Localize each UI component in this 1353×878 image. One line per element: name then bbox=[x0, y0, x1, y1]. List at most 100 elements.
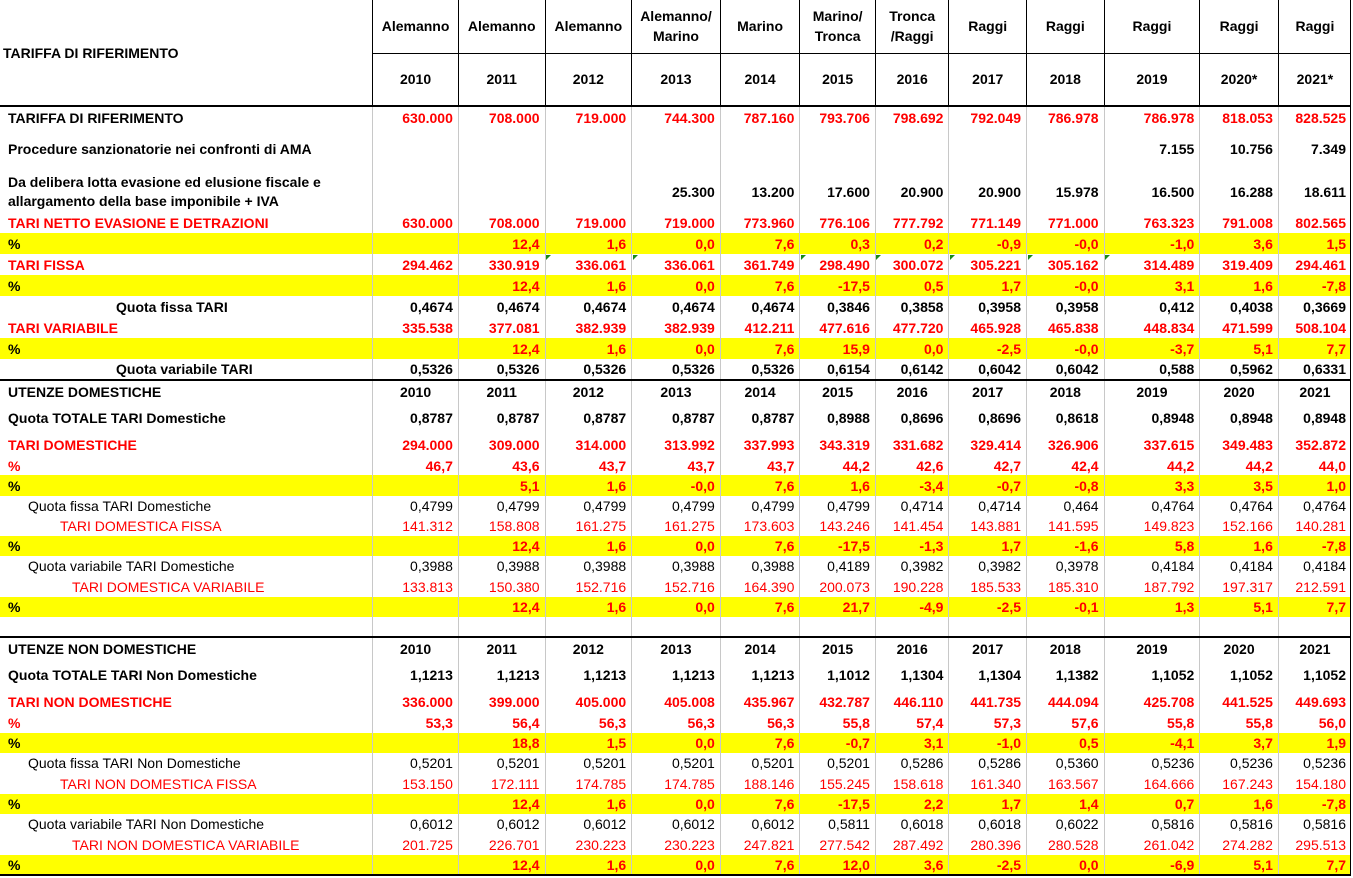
value-cell: 1,6 bbox=[1199, 536, 1279, 556]
table-row: Quota variabile TARI Non Domestiche 0,601… bbox=[0, 814, 1351, 834]
value-cell: 261.042 bbox=[1103, 834, 1200, 855]
value-cell: 343.319 bbox=[799, 434, 876, 456]
cell-marker-icon bbox=[949, 255, 955, 260]
value-cell: 0,8948 bbox=[1199, 402, 1279, 434]
value-cell: 0,5962 bbox=[1199, 359, 1279, 380]
value-cell: 314.000 bbox=[544, 434, 632, 456]
value-cell: 0,6012 bbox=[372, 814, 459, 834]
value-cell: 1,9 bbox=[1277, 733, 1351, 753]
row-label: % bbox=[8, 457, 21, 474]
value-cell: 1,5 bbox=[544, 733, 632, 753]
admin-cell: Raggi bbox=[1277, 0, 1351, 54]
value-cell: 55,8 bbox=[1199, 713, 1279, 733]
value-cell: 477.720 bbox=[874, 317, 949, 338]
value-cell: 161.340 bbox=[948, 773, 1027, 794]
value-cell: 786.978 bbox=[1026, 106, 1105, 128]
admin-cell: Raggi bbox=[1103, 0, 1200, 54]
value-cell: -2,5 bbox=[948, 338, 1027, 359]
value-cell: 12,4 bbox=[457, 536, 546, 556]
value-cell: -0,9 bbox=[948, 233, 1027, 254]
row-label: TARI DOMESTICA FISSA bbox=[60, 518, 222, 534]
value-cell: 0,5326 bbox=[544, 359, 632, 380]
value-cell: 0,6018 bbox=[874, 814, 949, 834]
value-cell: 0,464 bbox=[1026, 496, 1105, 516]
value-cell: 230.223 bbox=[544, 834, 632, 855]
value-cell bbox=[372, 275, 459, 296]
value-cell: 0,3858 bbox=[874, 296, 949, 317]
row-label: UTENZE NON DOMESTICHE bbox=[0, 636, 373, 659]
value-cell: 0,0 bbox=[631, 794, 721, 814]
value-cell: 0,5816 bbox=[1277, 814, 1351, 834]
value-cell: 0,0 bbox=[631, 536, 721, 556]
value-cell: 1,1052 bbox=[1199, 659, 1279, 691]
value-cell: 0,5201 bbox=[631, 753, 721, 773]
value-cell: 12,4 bbox=[457, 338, 546, 359]
value-cell: 55,8 bbox=[799, 713, 876, 733]
value-cell: 1,1213 bbox=[719, 659, 800, 691]
value-cell: 792.049 bbox=[948, 106, 1027, 128]
value-cell: 0,8787 bbox=[372, 402, 459, 434]
value-cell: 174.785 bbox=[631, 773, 721, 794]
value-cell: 708.000 bbox=[457, 213, 546, 233]
value-cell: 0,4674 bbox=[372, 296, 459, 317]
value-cell: 1,6 bbox=[799, 475, 876, 496]
value-cell: 0,6012 bbox=[544, 814, 632, 834]
value-cell: -0,8 bbox=[1026, 475, 1105, 496]
row-label: TARI NON DOMESTICA FISSA bbox=[60, 775, 257, 792]
table-row: TARIFFA DI RIFERIMENTO 630.000 708.000 719.… bbox=[0, 106, 1351, 128]
value-cell: 441.525 bbox=[1199, 691, 1279, 713]
row-label: % bbox=[0, 597, 373, 617]
row-label: % bbox=[0, 794, 373, 814]
value-cell: 15.978 bbox=[1026, 170, 1105, 213]
value-cell: 230.223 bbox=[631, 834, 721, 855]
value-cell: -17,5 bbox=[799, 794, 876, 814]
table-row: TARI NON DOMESTICA FISSA 153.150 172.111 17… bbox=[0, 773, 1351, 794]
value-cell: 20.900 bbox=[874, 170, 949, 213]
value-cell: 1,1382 bbox=[1026, 659, 1105, 691]
value-cell: 42,4 bbox=[1026, 456, 1105, 475]
value-cell: 0,4799 bbox=[457, 496, 546, 516]
year-cell: 2013 bbox=[631, 53, 721, 107]
value-cell: 185.533 bbox=[948, 576, 1027, 597]
value-cell: 405.000 bbox=[544, 691, 632, 713]
value-cell bbox=[372, 338, 459, 359]
value-cell: 0,4674 bbox=[631, 296, 721, 317]
value-cell: 1,3 bbox=[1103, 597, 1200, 617]
value-cell: 336.061 bbox=[544, 254, 632, 275]
year-cell: 2012 bbox=[544, 53, 632, 107]
value-cell: 7,6 bbox=[719, 733, 800, 753]
year-cell: 2016 bbox=[874, 53, 949, 107]
value-cell: 7,6 bbox=[719, 536, 800, 556]
value-cell: 2013 bbox=[631, 636, 721, 659]
value-cell: 0,8948 bbox=[1277, 402, 1351, 434]
value-cell: 12,4 bbox=[457, 855, 546, 875]
value-cell: 382.939 bbox=[631, 317, 721, 338]
value-cell: 1,1304 bbox=[874, 659, 949, 691]
value-cell: 0,4674 bbox=[457, 296, 546, 317]
value-cell: 0,6154 bbox=[799, 359, 876, 380]
admin-cell: Tronca /Raggi bbox=[874, 0, 949, 54]
value-cell: 326.906 bbox=[1026, 434, 1105, 456]
value-cell: 0,8787 bbox=[631, 402, 721, 434]
empty-cell bbox=[1026, 617, 1105, 637]
value-cell: 7,6 bbox=[719, 233, 800, 254]
right-border bbox=[1350, 0, 1351, 876]
value-cell: 56,3 bbox=[719, 713, 800, 733]
value-cell: 2015 bbox=[799, 379, 876, 402]
value-cell: 161.275 bbox=[544, 516, 632, 536]
value-cell: -3,7 bbox=[1103, 338, 1200, 359]
value-cell: 446.110 bbox=[874, 691, 949, 713]
value-cell: 2019 bbox=[1103, 636, 1200, 659]
value-cell: 1,1052 bbox=[1103, 659, 1200, 691]
value-cell bbox=[457, 128, 546, 170]
table-row: % 12,4 1,6 0,0 7,6 21,7 -4,9 -2,5 -0,1 1,3 5,1 7,7 bbox=[0, 597, 1351, 617]
year-cell: 2020* bbox=[1199, 53, 1279, 107]
value-cell: 508.104 bbox=[1277, 317, 1351, 338]
value-cell: -4,9 bbox=[874, 597, 949, 617]
value-cell: 630.000 bbox=[372, 106, 459, 128]
value-cell: 0,8948 bbox=[1103, 402, 1200, 434]
value-cell: 294.461 bbox=[1277, 254, 1351, 275]
value-cell: 5,8 bbox=[1103, 536, 1200, 556]
empty-cell bbox=[948, 617, 1027, 637]
table-row: % 12,4 1,6 0,0 7,6 -17,5 -1,3 1,7 -1,6 5,8 1,6 -7,8 bbox=[0, 536, 1351, 556]
